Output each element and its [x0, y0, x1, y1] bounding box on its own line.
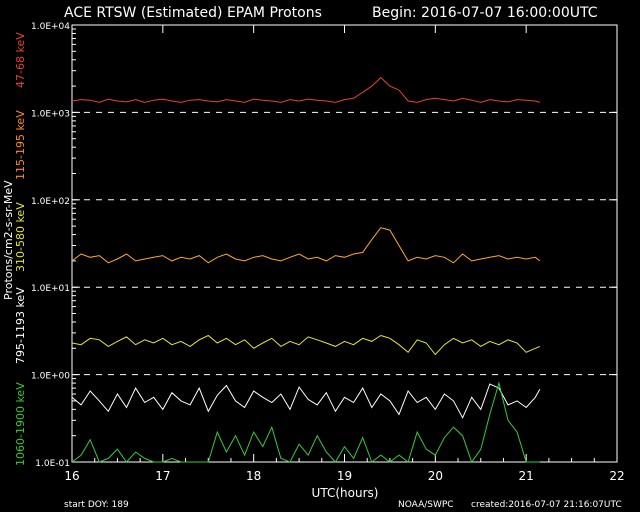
y-tick-label: 1.0E-01: [35, 459, 70, 469]
y-tick-label: 1.0E+02: [31, 197, 70, 207]
y-tick-label: 1.0E+03: [31, 109, 70, 119]
x-tick-label: 17: [155, 469, 170, 483]
x-tick-label: 20: [428, 469, 443, 483]
series-line-3: [71, 334, 540, 356]
y-tick-label: 1.0E+01: [31, 284, 70, 294]
channel-labels: 47-68 keV 115-195 keV 310-580 keV 795-1193 …: [14, 32, 27, 466]
series-group: [71, 76, 541, 464]
axes: 16 17 18 19 20 21 22 1.0E-01 1.0E+00 1.0E+01 1.0E+…: [31, 22, 625, 483]
channel-label-0: 47-68 keV: [14, 32, 27, 88]
footer-start-doy: start DOY: 189: [64, 500, 129, 510]
series-line-0: [71, 76, 540, 103]
y-axis-label-group: Protons/cm2-s-sr-MeV: [2, 180, 15, 300]
x-tick-label: 21: [519, 469, 534, 483]
series-line-2: [71, 227, 541, 264]
channel-label-3: 795-1193 keV: [14, 287, 27, 364]
footer-created: created:2016-07-07 21:16:07UTC: [471, 500, 622, 510]
chart-title: ACE RTSW (Estimated) EPAM Protons: [64, 5, 322, 21]
x-tick-label: 19: [337, 469, 352, 483]
footer-source: NOAA/SWPC: [398, 500, 454, 510]
series-line-4: [71, 383, 541, 419]
y-axis-label: Protons/cm2-s-sr-MeV: [2, 180, 15, 300]
begin-label: Begin: 2016-07-07 16:00:00UTC: [372, 5, 598, 21]
channel-label-4: 1060-1900 keV: [14, 382, 27, 466]
y-tick-label: 1.0E+04: [31, 22, 70, 32]
channel-label-1: 115-195 keV: [14, 110, 27, 180]
series-line-5: [71, 381, 540, 464]
x-tick-label: 22: [609, 469, 624, 483]
channel-label-2: 310-580 keV: [14, 202, 27, 272]
x-tick-label: 18: [246, 469, 261, 483]
y-tick-label: 1.0E+00: [31, 372, 70, 382]
x-axis-label: UTC(hours): [312, 486, 379, 500]
x-tick-label: 16: [64, 469, 79, 483]
